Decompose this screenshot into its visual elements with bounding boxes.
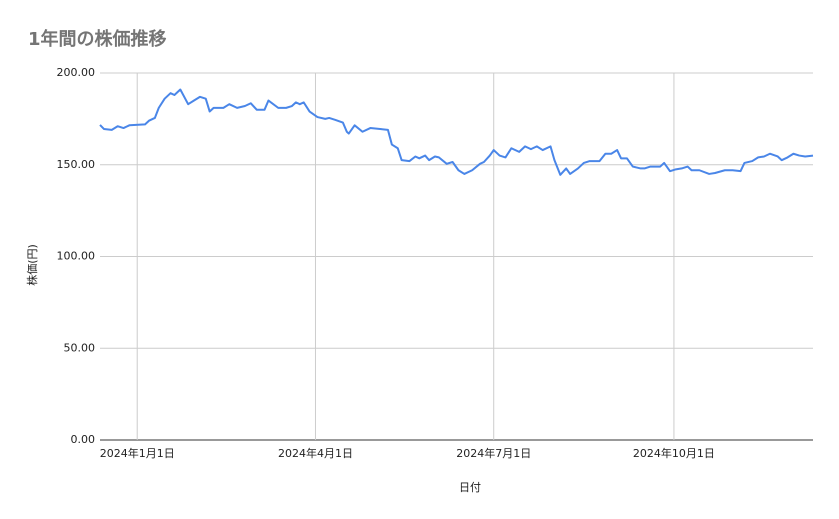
chart-title: 1年間の株価推移 bbox=[28, 28, 167, 50]
x-tick-label: 2024年10月1日 bbox=[633, 446, 715, 460]
x-axis-label: 日付 bbox=[459, 481, 481, 494]
x-tick-label: 2024年7月1日 bbox=[456, 446, 531, 460]
x-tick-label: 2024年4月1日 bbox=[278, 446, 353, 460]
price-line bbox=[99, 88, 814, 176]
x-tick-label: 2024年1月1日 bbox=[100, 446, 175, 460]
y-tick-label: 100.00 bbox=[57, 250, 96, 263]
y-tick-label: 200.00 bbox=[57, 66, 96, 79]
y-tick-label: 0.00 bbox=[71, 433, 96, 446]
y-tick-label: 50.00 bbox=[64, 341, 96, 354]
y-tick-label: 150.00 bbox=[57, 158, 96, 171]
y-axis-label: 株価(円) bbox=[25, 244, 39, 286]
